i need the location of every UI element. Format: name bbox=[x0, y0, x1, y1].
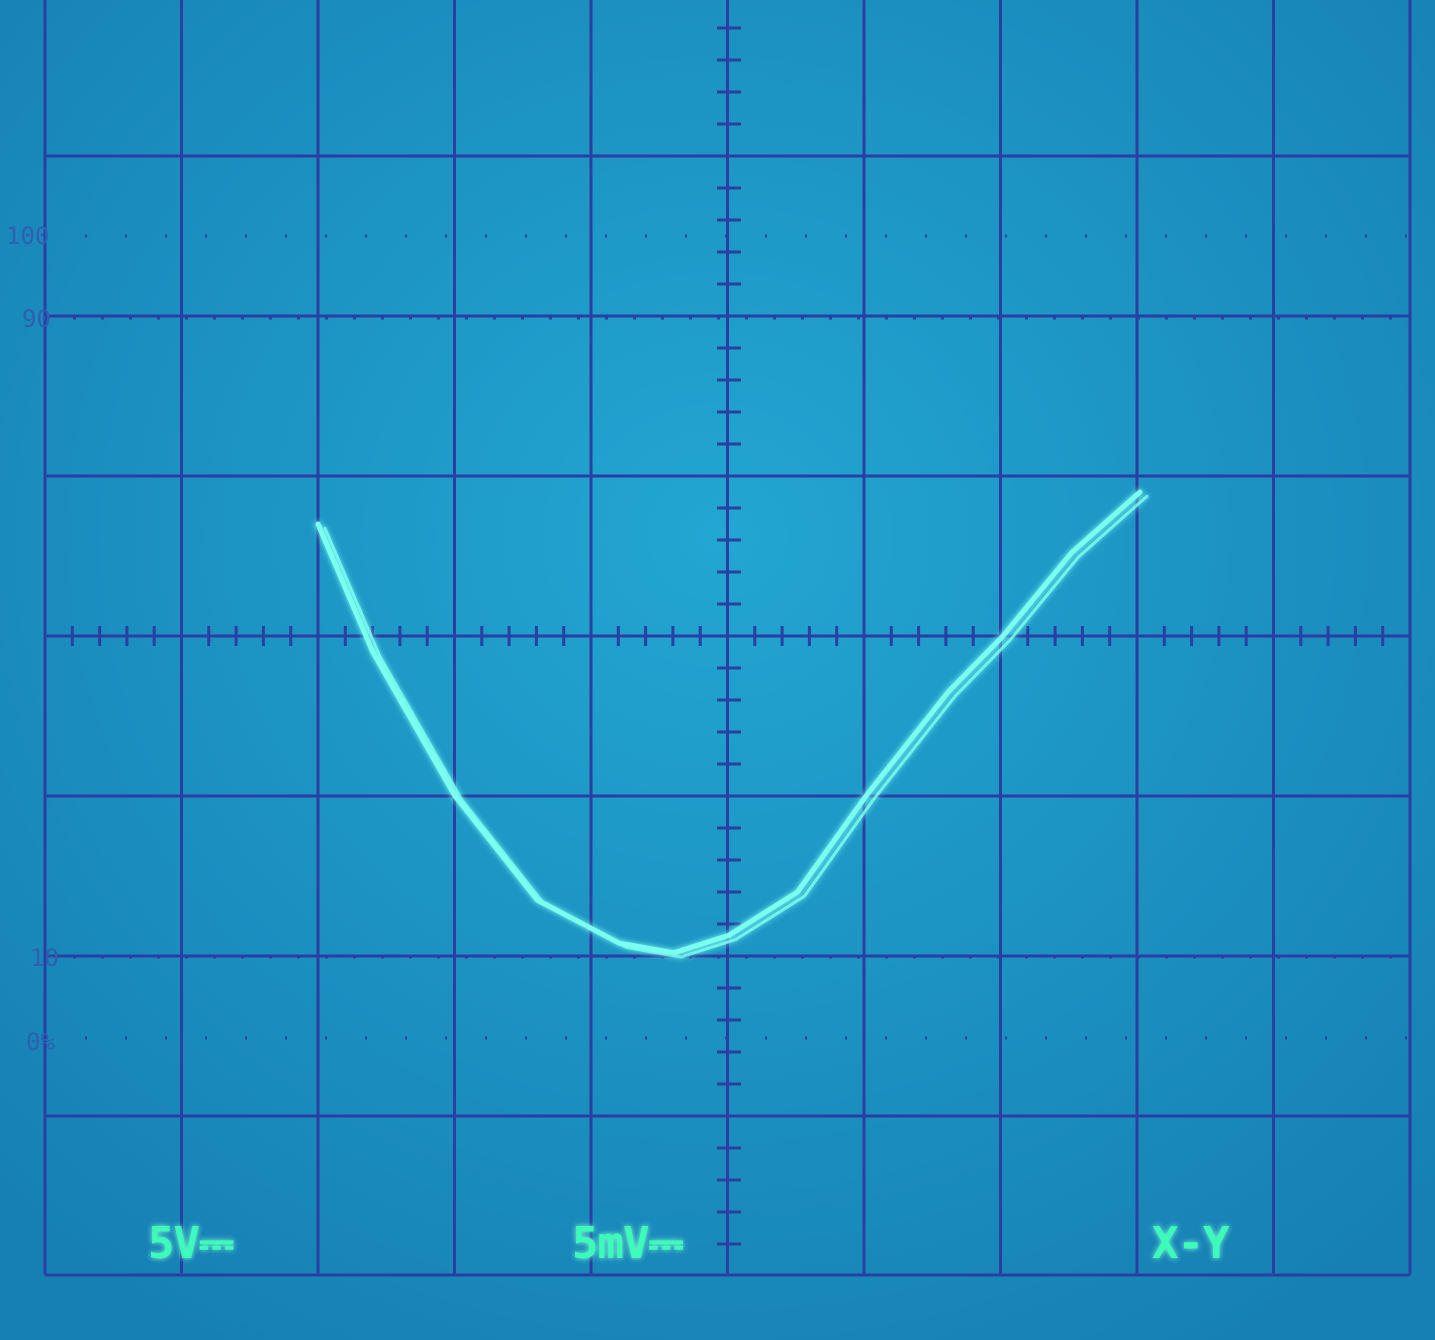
xy-trace bbox=[315, 489, 1149, 959]
trace-path bbox=[315, 489, 1143, 956]
graticule bbox=[43, 0, 1412, 1277]
trace-path-return bbox=[323, 494, 1149, 959]
percent-mark-0: 0% bbox=[26, 1028, 55, 1056]
ch2-scale-readout: 5mV⎓ bbox=[572, 1218, 684, 1269]
percent-mark-90: 90 bbox=[22, 305, 51, 333]
percent-mark-10: 10 bbox=[30, 944, 59, 972]
mode-readout: X-Y bbox=[1152, 1218, 1229, 1269]
ch1-scale-readout: 5V⎓ bbox=[148, 1218, 234, 1269]
percent-mark-100: 100 bbox=[6, 222, 50, 250]
